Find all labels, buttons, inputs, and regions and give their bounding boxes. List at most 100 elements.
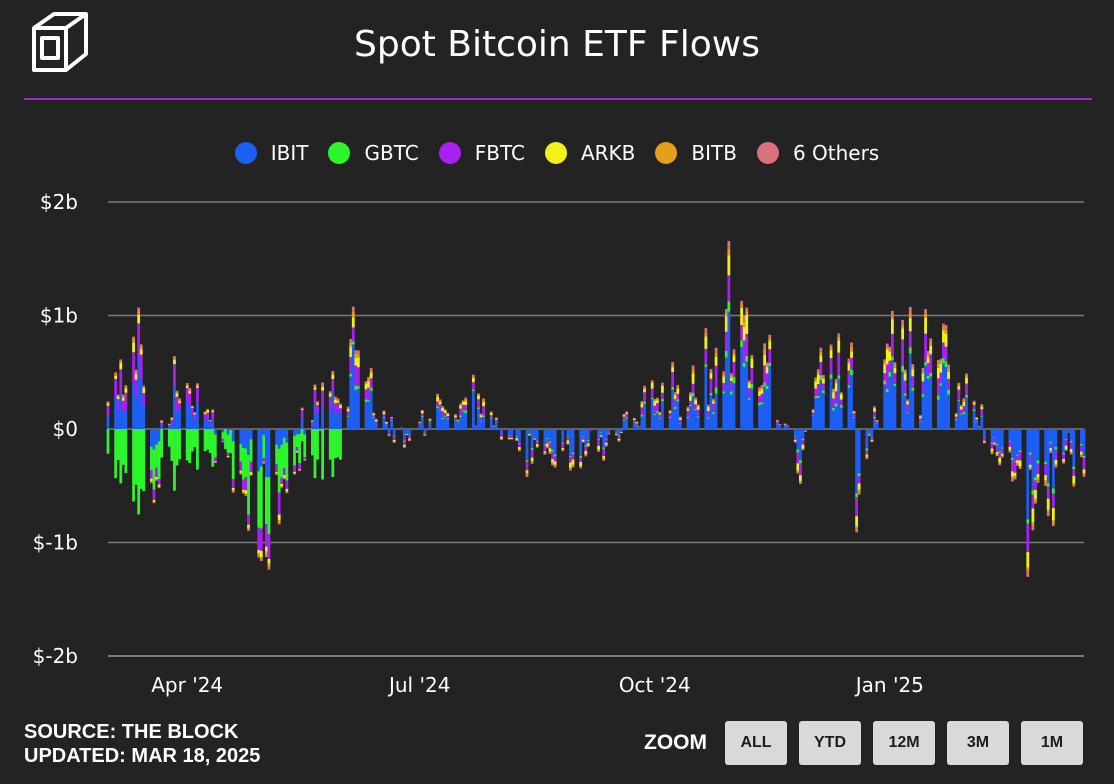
bar-segment-gbtc xyxy=(139,429,143,489)
bar-segment-ibit xyxy=(262,429,266,436)
bar-segment-gbtc xyxy=(768,362,772,366)
bar-segment-fbtc xyxy=(328,396,332,410)
bar-segment-ibit xyxy=(796,429,800,450)
bar-segment-arkb xyxy=(454,415,457,418)
bar-segment-bitb xyxy=(763,348,767,355)
bar-segment-fbtc xyxy=(620,431,623,433)
legend-item-gbtc[interactable]: GBTC xyxy=(328,141,419,165)
bar-segment-6-others xyxy=(888,346,892,350)
bar-segment-ibit xyxy=(333,413,337,429)
bar-segment-gbtc xyxy=(676,399,680,402)
bar-segment-gbtc xyxy=(873,416,876,419)
bar-segment-gbtc xyxy=(625,417,629,419)
bar-segment-gbtc xyxy=(515,435,519,437)
bar-segment-fbtc xyxy=(783,424,787,426)
bar-segment-arkb xyxy=(543,451,547,454)
bar-segment-arkb xyxy=(926,357,930,364)
bar-segment-gbtc xyxy=(747,398,751,400)
bar-segment-gbtc xyxy=(750,384,754,389)
legend-item-fbtc[interactable]: FBTC xyxy=(438,141,525,165)
bar-segment-bitb xyxy=(561,449,565,451)
bar-segment-fbtc xyxy=(213,457,217,462)
bar-segment-gbtc xyxy=(939,383,943,386)
bar-segment-fbtc xyxy=(1072,468,1076,476)
bar-segment-fbtc xyxy=(760,393,764,403)
zoom-1m-button[interactable]: 1M xyxy=(1021,721,1083,765)
bar-segment-ibit xyxy=(579,429,583,456)
bar-segment-ibit xyxy=(936,399,940,429)
bar-segment-arkb xyxy=(829,350,833,359)
bar-segment-bitb xyxy=(244,493,248,495)
bar-segment-fbtc xyxy=(561,443,565,449)
zoom-3m-button[interactable]: 3M xyxy=(947,721,1009,765)
bar-segment-fbtc xyxy=(257,527,261,550)
bar-segment-ibit xyxy=(750,388,754,429)
bar-segment-6-others xyxy=(193,412,197,413)
bar-segment-ibit xyxy=(730,394,733,429)
bar-segment-arkb xyxy=(333,399,337,404)
bar-segment-bitb xyxy=(852,411,856,412)
bar-segment-ibit xyxy=(351,344,355,429)
bar-segment-6-others xyxy=(760,385,764,388)
bar-segment-gbtc xyxy=(714,387,718,394)
bar-segment-ibit xyxy=(382,417,386,429)
bar-segment-gbtc xyxy=(1044,461,1048,465)
bar-segment-ibit xyxy=(229,429,233,430)
bar-segment-gbtc xyxy=(265,476,268,525)
bar-segment-fbtc xyxy=(857,476,861,484)
bar-segment-arkb xyxy=(310,420,314,422)
bar-segment-bitb xyxy=(420,410,424,411)
bar-segment-ibit xyxy=(390,421,394,429)
bar-segment-bitb xyxy=(346,407,350,409)
bar-segment-arkb xyxy=(579,461,583,467)
bar-segment-arkb xyxy=(185,385,189,388)
zoom-ytd-button[interactable]: YTD xyxy=(799,721,861,765)
bar-segment-bitb xyxy=(438,400,442,402)
bar-segment-fbtc xyxy=(298,463,302,470)
bar-segment-fbtc xyxy=(387,432,391,435)
bar-segment-arkb xyxy=(494,418,498,420)
bar-segment-bitb xyxy=(477,394,480,396)
bar-segment-6-others xyxy=(121,394,125,396)
zoom-all-button[interactable]: ALL xyxy=(725,721,787,765)
bar-segment-ibit xyxy=(847,387,851,429)
bar-segment-arkb xyxy=(464,401,468,405)
bar-segment-ibit xyxy=(704,366,708,429)
bar-segment-gbtc xyxy=(732,376,736,384)
bar-segment-gbtc xyxy=(249,439,253,462)
bar-segment-fbtc xyxy=(461,404,465,411)
bar-segment-gbtc xyxy=(456,422,460,423)
bar-segment-ibit xyxy=(804,429,807,431)
bar-segment-arkb xyxy=(282,475,286,478)
bar-segment-ibit xyxy=(436,408,439,429)
legend-item-arkb[interactable]: ARKB xyxy=(544,141,635,165)
zoom-12m-button[interactable]: 12M xyxy=(873,721,935,765)
bar-segment-6-others xyxy=(911,364,915,368)
bar-segment-6-others xyxy=(349,338,353,343)
legend-item-ibit[interactable]: IBIT xyxy=(234,141,308,165)
bar-segment-fbtc xyxy=(599,433,603,436)
bar-segment-fbtc xyxy=(850,357,853,370)
bar-segment-6-others xyxy=(173,356,176,359)
bar-segment-arkb xyxy=(635,422,639,424)
bar-segment-gbtc xyxy=(132,429,135,502)
bar-segment-6-others xyxy=(686,406,690,408)
bar-segment-gbtc xyxy=(936,395,940,400)
bar-segment-arkb xyxy=(569,462,572,468)
bar-segment-ibit xyxy=(908,353,912,429)
bar-segment-fbtc xyxy=(814,388,818,397)
bar-segment-ibit xyxy=(686,418,690,429)
bar-segment-bitb xyxy=(584,454,588,456)
bar-segment-6-others xyxy=(704,328,708,333)
zoom-label: ZOOM xyxy=(644,731,707,754)
bar-segment-fbtc xyxy=(331,379,335,392)
legend-item-bitb[interactable]: BITB xyxy=(655,141,737,165)
bar-segment-arkb xyxy=(615,433,618,435)
bar-segment-fbtc xyxy=(369,378,373,388)
bar-segment-ibit xyxy=(157,429,161,442)
bar-segment-arkb xyxy=(500,436,503,439)
legend-item-others[interactable]: 6 Others xyxy=(756,141,879,165)
bar-segment-arkb xyxy=(139,349,143,355)
bar-segment-6-others xyxy=(132,336,135,339)
bar-segment-fbtc xyxy=(188,393,192,406)
